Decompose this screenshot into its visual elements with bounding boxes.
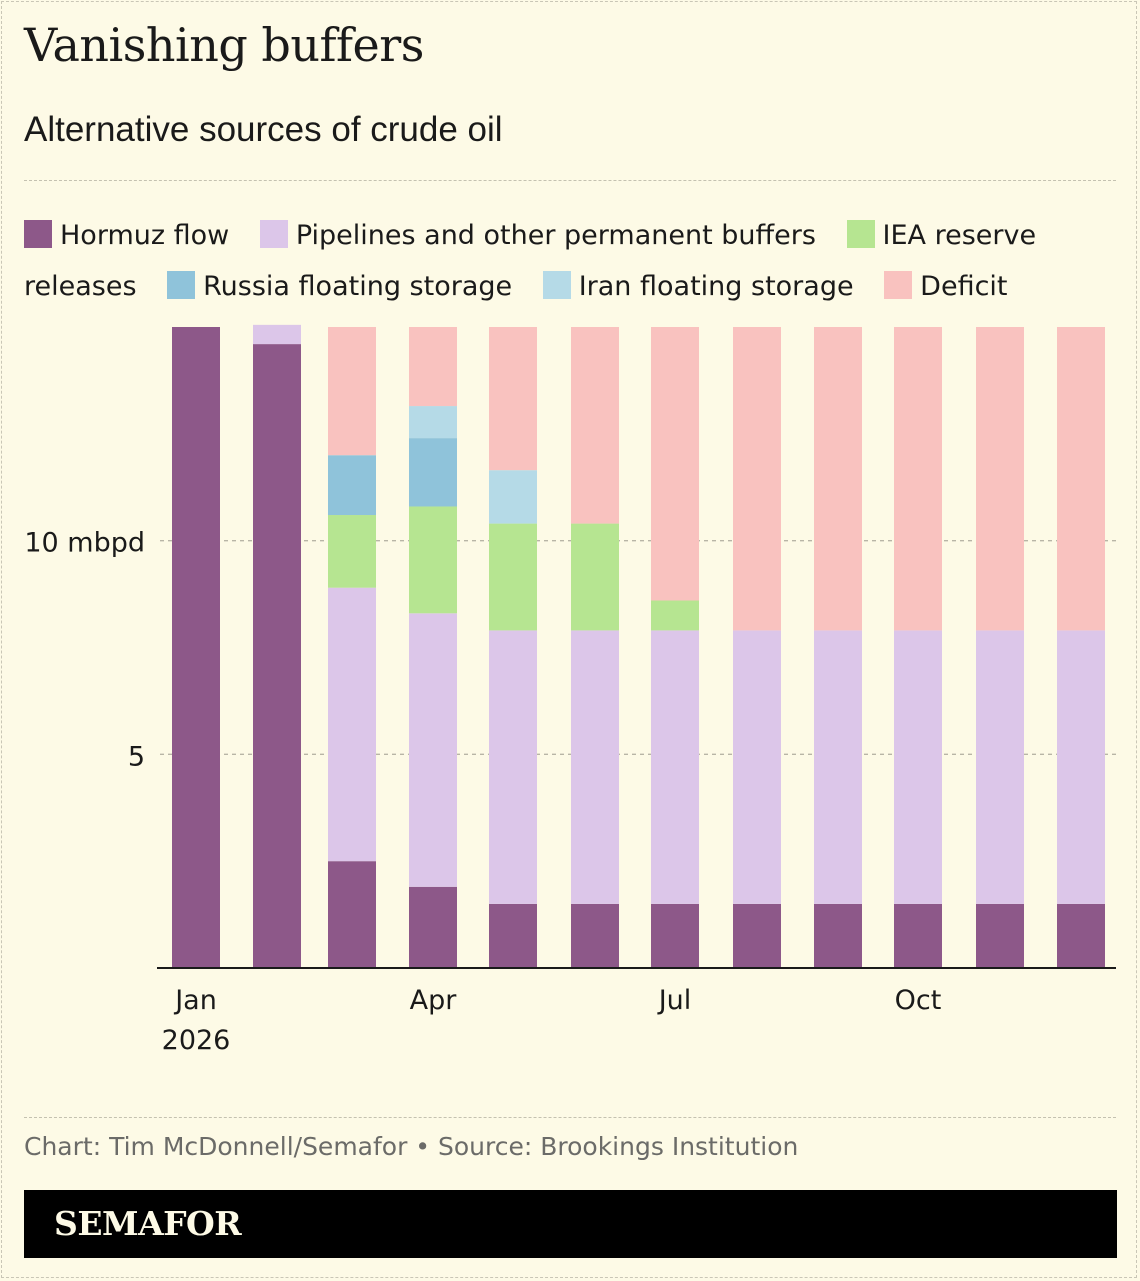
bar-segment-hormuz-flow [733,903,781,968]
bar-segment-iea-reserve-releases [571,523,619,631]
chart-subtitle: Alternative sources of crude oil [24,110,503,149]
bar-segment-pipelines-and-other-permanent-buffers [976,630,1024,904]
legend-swatch [24,220,52,248]
bottom-divider [24,1117,1116,1118]
bar-segment-hormuz-flow [814,903,862,968]
x-tick-label: Jan [173,985,217,1016]
x-tick-label: Apr [410,985,458,1016]
x-tick-label: Oct [895,985,942,1016]
bar-segment-iea-reserve-releases [409,506,457,614]
y-tick-label: 10 mbpd [24,528,145,559]
legend-label: Deficit [920,271,1008,302]
bar-segment-russia-floating-storage [328,455,376,516]
bar-segment-hormuz-flow [253,344,301,968]
legend-label: Russia floating storage [203,271,513,302]
legend-label: IEA reserve releases [24,220,1037,302]
bar-segment-deficit [489,327,537,471]
legend-swatch [259,220,288,248]
bar-segment-pipelines-and-other-permanent-buffers [571,630,619,904]
bar-segment-iea-reserve-releases [651,600,699,631]
bar-segment-hormuz-flow [489,903,537,968]
bar-segment-iea-reserve-releases [489,523,537,631]
bar-segment-pipelines-and-other-permanent-buffers [894,630,942,904]
brand-bar: SEMAFOR [24,1190,1117,1258]
bar-segment-hormuz-flow [328,861,376,968]
bar-segment-pipelines-and-other-permanent-buffers [409,613,457,887]
legend-item-russia-floating-storage: Russia floating storage [167,271,534,302]
semafor-logo: SEMAFOR [54,1204,242,1243]
bar-segment-deficit [733,327,781,631]
bar-segment-hormuz-flow [409,886,457,968]
legend-swatch [167,271,196,299]
bar-segment-hormuz-flow [172,327,220,968]
bar-segment-hormuz-flow [651,903,699,968]
bar-segment-pipelines-and-other-permanent-buffers [733,630,781,904]
bar-segment-deficit [651,327,699,601]
bar-segment-russia-floating-storage [409,438,457,507]
bar-segment-hormuz-flow [976,903,1024,968]
legend-label: Pipelines and other permanent buffers [295,220,816,251]
source-credit: Chart: Tim McDonnell/Semafor • Source: B… [24,1132,799,1161]
bar-segment-deficit [814,327,862,631]
bar-segment-pipelines-and-other-permanent-buffers [651,630,699,904]
bar-segment-deficit [976,327,1024,631]
bar-segment-deficit [571,327,619,524]
legend-swatch [542,271,571,299]
legend-swatch [846,220,875,248]
bar-segment-hormuz-flow [1057,903,1105,968]
x-tick-label: 2026 [162,1025,231,1056]
bar-segment-pipelines-and-other-permanent-buffers [489,630,537,904]
bar-segment-deficit [894,327,942,631]
bar-segment-pipelines-and-other-permanent-buffers [253,324,301,345]
bar-segment-iran-floating-storage [409,406,457,439]
chart-legend: Hormuz flow Pipelines and other permanen… [24,210,1124,312]
bar-segment-pipelines-and-other-permanent-buffers [328,587,376,862]
bar-segment-hormuz-flow [571,903,619,968]
legend-item-hormuz-flow: Hormuz flow [24,220,251,251]
y-tick-label: 5 [128,741,145,772]
legend-label: Hormuz flow [60,220,230,251]
bar-segment-pipelines-and-other-permanent-buffers [1057,630,1105,904]
top-divider [24,180,1116,181]
bar-segment-pipelines-and-other-permanent-buffers [814,630,862,904]
bar-segment-hormuz-flow [894,903,942,968]
bar-segment-iea-reserve-releases [328,515,376,588]
legend-item-iea-reserve-releases: IEA reserve releases [24,220,1036,302]
legend-swatch [884,271,913,299]
bar-segment-deficit [1057,327,1105,631]
bar-segment-deficit [409,327,457,407]
bar-segment-deficit [328,327,376,456]
legend-item-pipelines-and-other-permanent-buffers: Pipelines and other permanent buffers [259,220,838,251]
legend-item-iran-floating-storage: Iran floating storage [542,271,876,302]
legend-item-deficit: Deficit [884,271,1029,302]
chart-title: Vanishing buffers [24,18,424,72]
bar-segment-iran-floating-storage [489,470,537,524]
legend-label: Iran floating storage [578,271,854,302]
stacked-bar-chart: 10 mbpd 5 Jan 2026 Apr Jul Oct [24,324,1116,1056]
x-tick-label: Jul [657,985,692,1016]
